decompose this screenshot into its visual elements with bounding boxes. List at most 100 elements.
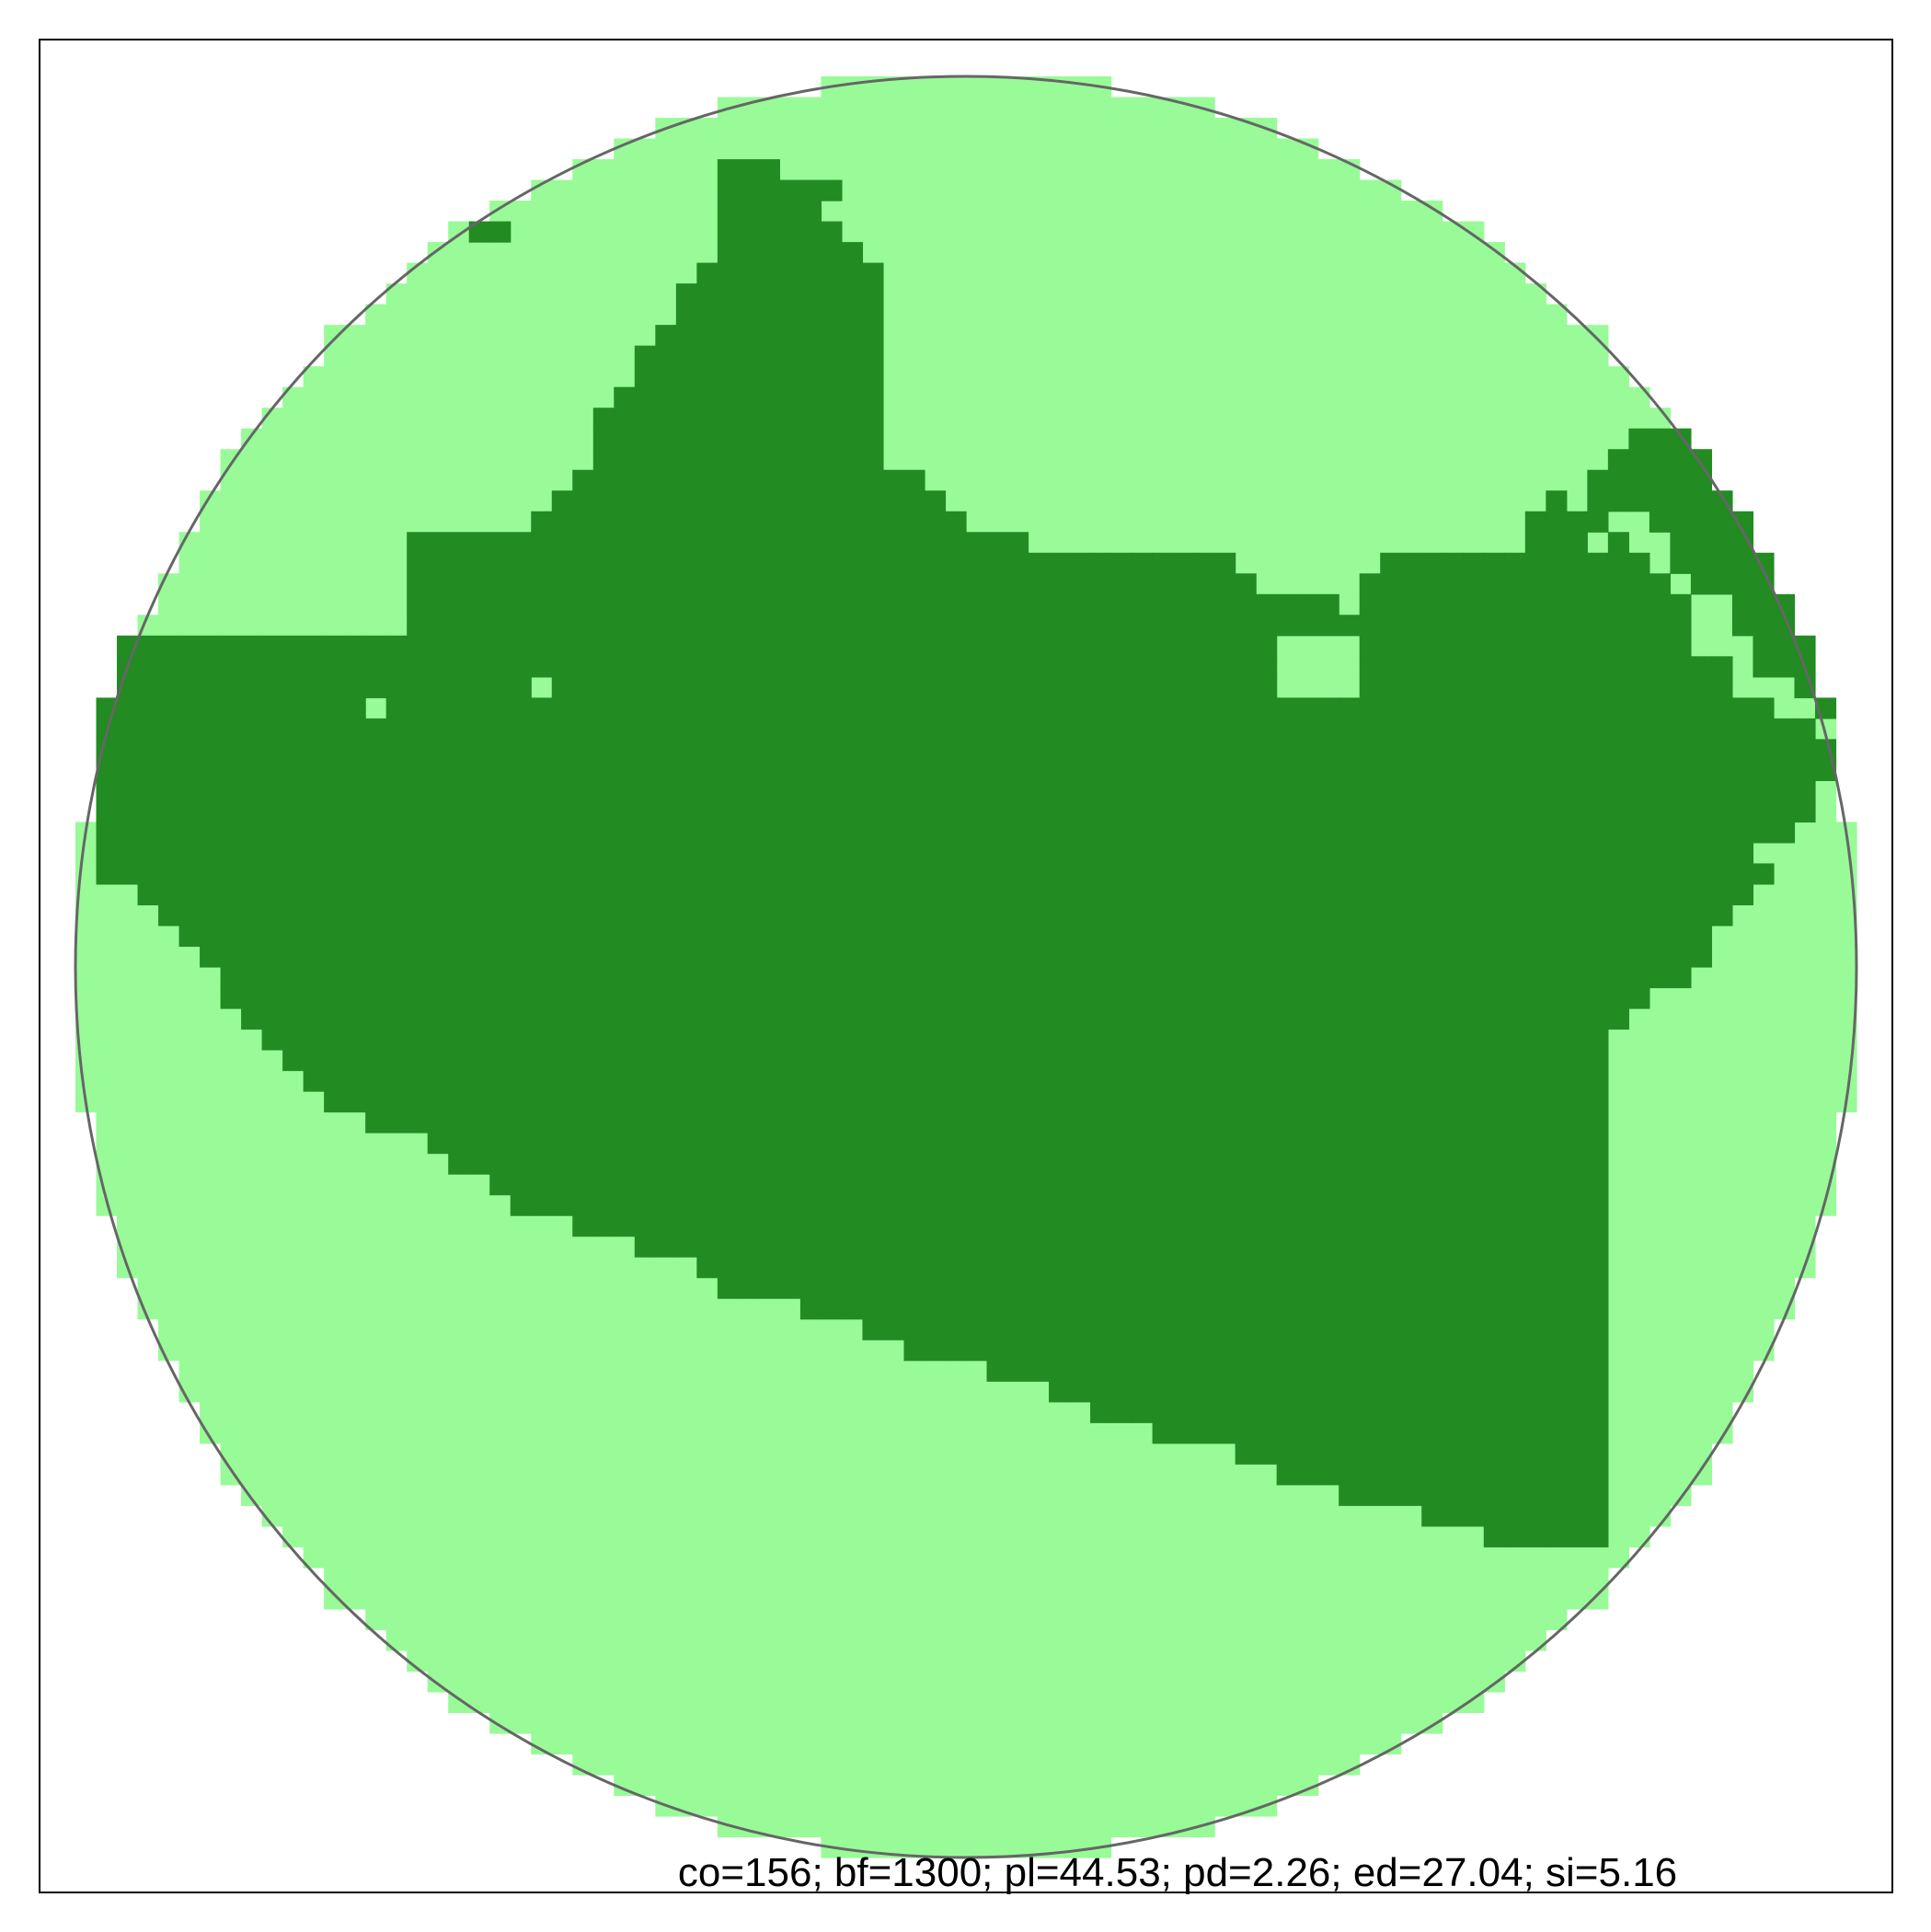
cell-background — [572, 283, 594, 305]
cell-background — [261, 615, 283, 637]
cell-background — [75, 1008, 98, 1030]
cell-background — [531, 386, 553, 408]
cell-background — [1132, 449, 1154, 471]
cell-background — [1773, 967, 1796, 989]
cell-background — [655, 1340, 677, 1362]
cell-background — [407, 1277, 429, 1299]
cell-background — [945, 159, 967, 181]
cell-background — [1773, 883, 1796, 906]
cell-background — [758, 1340, 780, 1362]
cell-background — [903, 221, 925, 243]
cell-background — [324, 345, 346, 367]
cell-background — [220, 469, 242, 491]
cell-background — [1028, 138, 1050, 160]
cell-background — [365, 1257, 387, 1279]
cell-background — [882, 138, 905, 160]
cell-background — [178, 1029, 201, 1051]
cell-background — [945, 469, 967, 491]
cell-background — [1400, 511, 1422, 533]
cell-background — [117, 1194, 139, 1216]
cell-background — [572, 1401, 594, 1423]
cell-background — [1235, 1484, 1257, 1506]
cell-background — [592, 1318, 615, 1340]
cell-background — [945, 449, 967, 471]
cell-background — [324, 1111, 346, 1133]
cell-background — [655, 1318, 677, 1340]
cell-background — [385, 1133, 408, 1155]
cell-background — [655, 262, 677, 284]
cell-background — [986, 490, 1008, 512]
cell-background — [1110, 366, 1132, 388]
cell-background — [1628, 1298, 1650, 1320]
cell-background — [1193, 490, 1215, 512]
cell-background — [448, 345, 470, 367]
cell-background — [158, 1215, 180, 1237]
cell-background — [448, 283, 470, 305]
cell-background — [1235, 283, 1257, 305]
cell-background — [1421, 490, 1443, 512]
cell-background — [385, 593, 408, 615]
cell-background — [510, 1464, 532, 1486]
cell-background — [1649, 1050, 1671, 1072]
cell-background — [1607, 1215, 1629, 1237]
cell-background — [882, 283, 905, 305]
cell-background — [407, 1422, 429, 1444]
cell-background — [427, 449, 449, 471]
cell-background — [1173, 283, 1195, 305]
cell-background — [1649, 1215, 1671, 1237]
cell-background — [385, 490, 408, 512]
cell-background — [634, 242, 656, 264]
cell-background — [261, 1070, 283, 1092]
cell-background — [1069, 1422, 1091, 1444]
cell-background — [96, 904, 118, 926]
cell-background — [117, 1133, 139, 1155]
cell-background — [303, 1194, 325, 1216]
cell-background — [696, 179, 718, 201]
cell-background — [200, 615, 222, 637]
cell-background — [158, 1133, 180, 1155]
cell-background — [592, 366, 615, 388]
cell-background — [1670, 1091, 1692, 1113]
cell-background — [1090, 138, 1112, 160]
cell-background — [1007, 118, 1029, 140]
cell-background — [1753, 1153, 1775, 1175]
cell-background — [1110, 159, 1132, 181]
cell-background — [178, 1360, 201, 1382]
cell-background — [592, 1484, 615, 1506]
cell-background — [1193, 469, 1215, 491]
cell-background — [1649, 1422, 1671, 1444]
cell-background — [1380, 262, 1402, 284]
cell-background — [427, 469, 449, 491]
cell-background — [282, 469, 305, 491]
cell-background — [385, 1381, 408, 1403]
cell-background — [1711, 1153, 1733, 1175]
cell-background — [220, 1174, 242, 1196]
cell-background — [696, 1360, 718, 1382]
cell-background — [1649, 1091, 1671, 1113]
cell-background — [634, 1360, 656, 1382]
cell-background — [1297, 386, 1319, 408]
cell-background — [468, 1484, 490, 1506]
cell-background — [1442, 262, 1464, 284]
cell-background — [385, 386, 408, 408]
cell-background — [200, 1174, 222, 1196]
cell-background — [1380, 511, 1402, 533]
cell-background — [945, 138, 967, 160]
cell-background — [1773, 1277, 1796, 1299]
cell-background — [531, 676, 553, 698]
cell-background — [1007, 1464, 1029, 1486]
cell-background — [1690, 967, 1713, 989]
cell-background — [1317, 573, 1339, 595]
cell-background — [1649, 1070, 1671, 1092]
cell-background — [1007, 428, 1029, 450]
cell-background — [1628, 1153, 1650, 1175]
cell-background — [799, 1401, 822, 1423]
cell-background — [1794, 1050, 1816, 1072]
cell-background — [1028, 221, 1050, 243]
cell-background — [1069, 532, 1091, 554]
cell-background — [1753, 1050, 1775, 1072]
cell-background — [882, 242, 905, 264]
cell-background — [407, 1194, 429, 1216]
cell-background — [1628, 1133, 1650, 1155]
cell-background — [178, 1236, 201, 1258]
